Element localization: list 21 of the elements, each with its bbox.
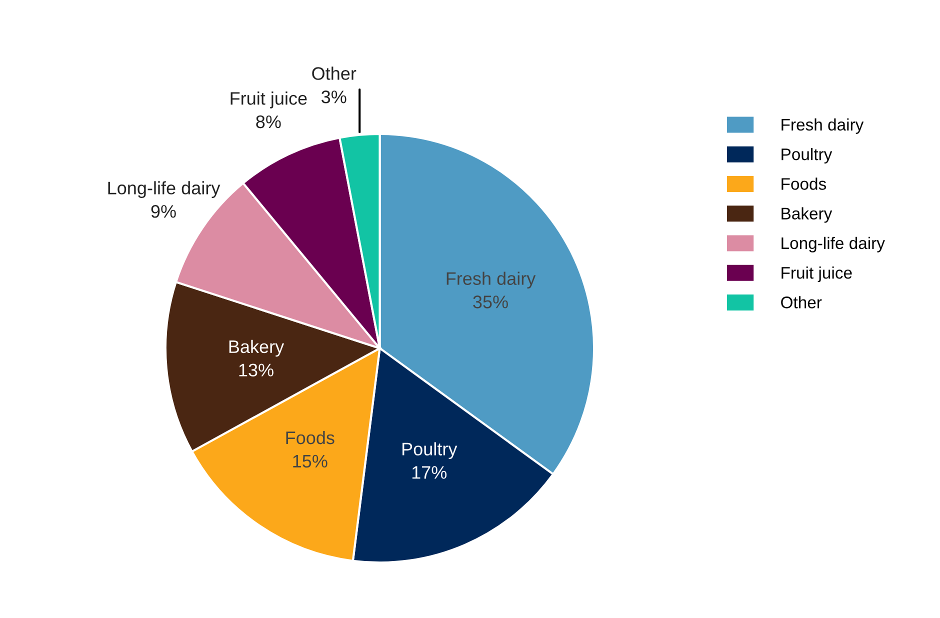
legend-label: Bakery bbox=[782, 207, 832, 223]
slice-label: Other bbox=[312, 66, 356, 80]
legend-label: Long-life dairy bbox=[782, 236, 885, 252]
slice-label: Bakery bbox=[229, 340, 284, 357]
data-label: 8% bbox=[256, 115, 281, 128]
data-label: 15% bbox=[293, 454, 328, 468]
data-label: 9% bbox=[151, 205, 176, 218]
data-label: 13% bbox=[239, 364, 274, 376]
legend-label: Foods bbox=[782, 178, 826, 190]
legend-label: Poultry bbox=[782, 148, 832, 164]
slice-label: Fresh dairy bbox=[446, 272, 536, 289]
data-label: 35% bbox=[473, 296, 508, 308]
slice-label: Poultry bbox=[402, 442, 458, 460]
data-label: 3% bbox=[322, 90, 346, 104]
legend-label: Fresh dairy bbox=[782, 118, 864, 134]
data-label: 17% bbox=[412, 466, 447, 479]
slice-label: Fruit juice bbox=[230, 92, 307, 108]
legend-label: Other bbox=[781, 296, 822, 308]
slice-label: Long-life dairy bbox=[108, 181, 220, 198]
slice-label: Foods bbox=[286, 430, 334, 444]
legend-label: Fruit juice bbox=[782, 266, 852, 282]
